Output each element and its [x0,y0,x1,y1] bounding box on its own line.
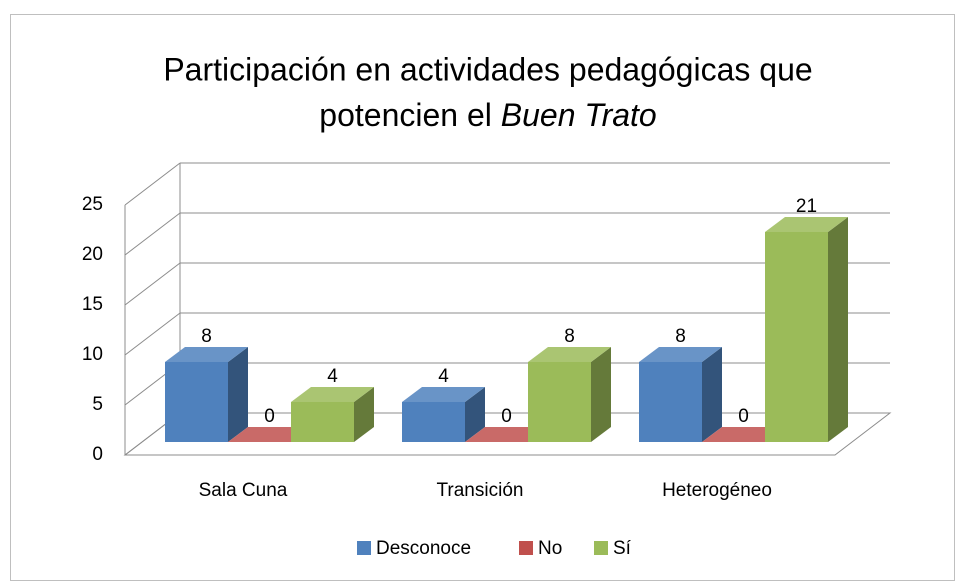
data-label: 8 [675,326,686,347]
bar-side [354,387,374,442]
y-tick-label: 20 [82,244,103,265]
y-tick-label: 5 [92,394,103,415]
y-tick-label: 0 [92,444,103,465]
chart-title: potencien el [319,97,492,133]
bar [165,362,228,442]
grid-line [124,212,181,256]
data-label: 4 [438,366,449,387]
grid-line [124,162,181,206]
x-tick-label: Sala Cuna [199,480,288,501]
data-label: 21 [796,196,817,217]
bar-top [465,427,548,442]
x-tick-label: Heterogéneo [662,480,772,501]
bar-side [465,387,485,442]
bar-top [528,347,611,362]
x-tick-label: Transición [437,480,524,501]
legend-swatch [357,541,371,555]
chart-title: Participación en actividades pedagógicas… [163,51,812,87]
bar [528,362,591,442]
chart-title: potencien el Buen Trato [319,97,656,133]
bar-top [702,427,785,442]
bar-top [228,427,311,442]
data-label: 0 [738,406,749,427]
bar [402,402,465,442]
legend-swatch [519,541,533,555]
bar [765,232,828,442]
bar-side [228,347,248,442]
bar-top [165,347,248,362]
bar-side [591,347,611,442]
y-tick-label: 15 [82,294,103,315]
grid-line [124,262,181,306]
bar [291,402,354,442]
data-label: 0 [501,406,512,427]
legend-label: Sí [613,538,632,559]
chart-title-emphasis: Buen Trato [501,97,657,133]
data-label: 4 [327,366,338,387]
data-label: 8 [201,326,212,347]
bar-side [828,217,848,442]
legend-label: Desconoce [376,538,471,559]
bar-top [402,387,485,402]
grid-line [124,312,181,356]
data-label: 0 [264,406,275,427]
y-tick-label: 25 [82,194,103,215]
bar-top [765,217,848,232]
y-tick-label: 10 [82,344,103,365]
bar [639,362,702,442]
legend-swatch [594,541,608,555]
legend-label: No [538,538,562,559]
bar-top [291,387,374,402]
data-label: 8 [564,326,575,347]
bar-top [639,347,722,362]
bar-side [702,347,722,442]
